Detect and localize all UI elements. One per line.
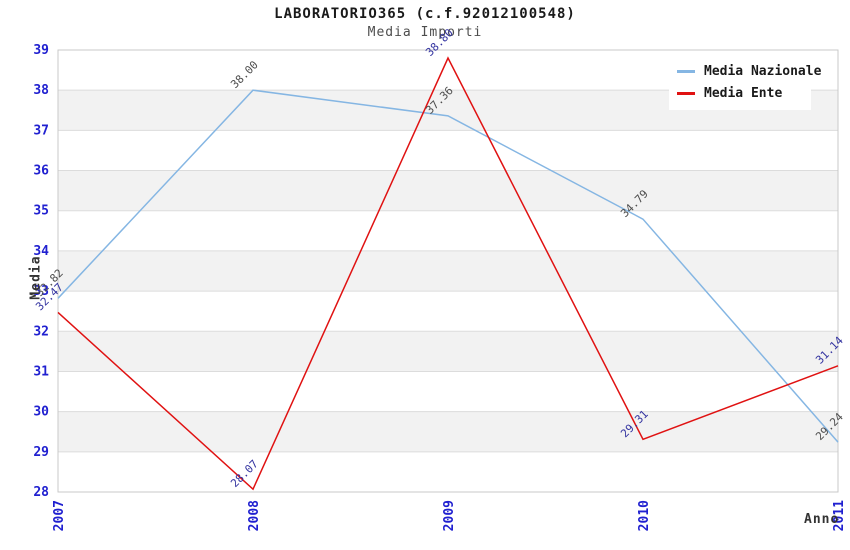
y-tick-label: 28 — [33, 485, 49, 500]
x-tick-label: 2009 — [442, 500, 457, 531]
series-line-media-nazionale — [57, 89, 839, 443]
y-tick-label: 34 — [33, 244, 49, 259]
y-tick-label: 36 — [33, 164, 49, 179]
plot-band — [58, 331, 838, 372]
y-tick-label: 30 — [33, 405, 49, 420]
x-tick-label: 2007 — [52, 500, 67, 531]
chart-title: LABORATORIO365 (c.f.92012100548) — [274, 6, 576, 22]
x-axis-title: Anno — [804, 512, 840, 527]
legend-item-label: Media Ente — [704, 85, 783, 101]
legend-item-media-nazionale: Media Nazionale — [677, 60, 821, 82]
y-tick-label: 35 — [33, 204, 49, 219]
y-tick-label: 29 — [33, 445, 49, 460]
y-tick-label: 37 — [33, 123, 49, 138]
plot-band — [58, 170, 838, 211]
plot-border — [57, 49, 839, 493]
y-tick-label: 38 — [33, 83, 49, 98]
y-tick-label: 33 — [33, 284, 49, 299]
series-line-media-ente — [57, 56, 839, 491]
y-tick-label: 32 — [33, 324, 49, 339]
plot-band — [58, 250, 838, 292]
chart-subtitle: Media Importi — [367, 25, 483, 40]
x-tick-label: 2010 — [637, 500, 652, 531]
x-tick-label: 2011 — [832, 500, 847, 531]
y-tick-label: 39 — [33, 43, 49, 58]
legend: Media Nazionale Media Ente — [669, 54, 821, 110]
plot-band — [58, 411, 838, 452]
x-tick-label: 2008 — [247, 500, 262, 531]
legend-swatch-media-nazionale — [677, 69, 695, 73]
legend-item-label: Media Nazionale — [704, 63, 822, 79]
data-label: 38.00 — [228, 58, 261, 91]
y-tick-label: 31 — [33, 364, 49, 379]
legend-item-media-ente: Media Ente — [677, 82, 807, 104]
data-label: 38.80 — [423, 26, 456, 59]
data-label: 28.07 — [228, 457, 261, 490]
legend-swatch-media-ente — [677, 91, 695, 95]
y-axis-title: Media — [28, 255, 44, 300]
